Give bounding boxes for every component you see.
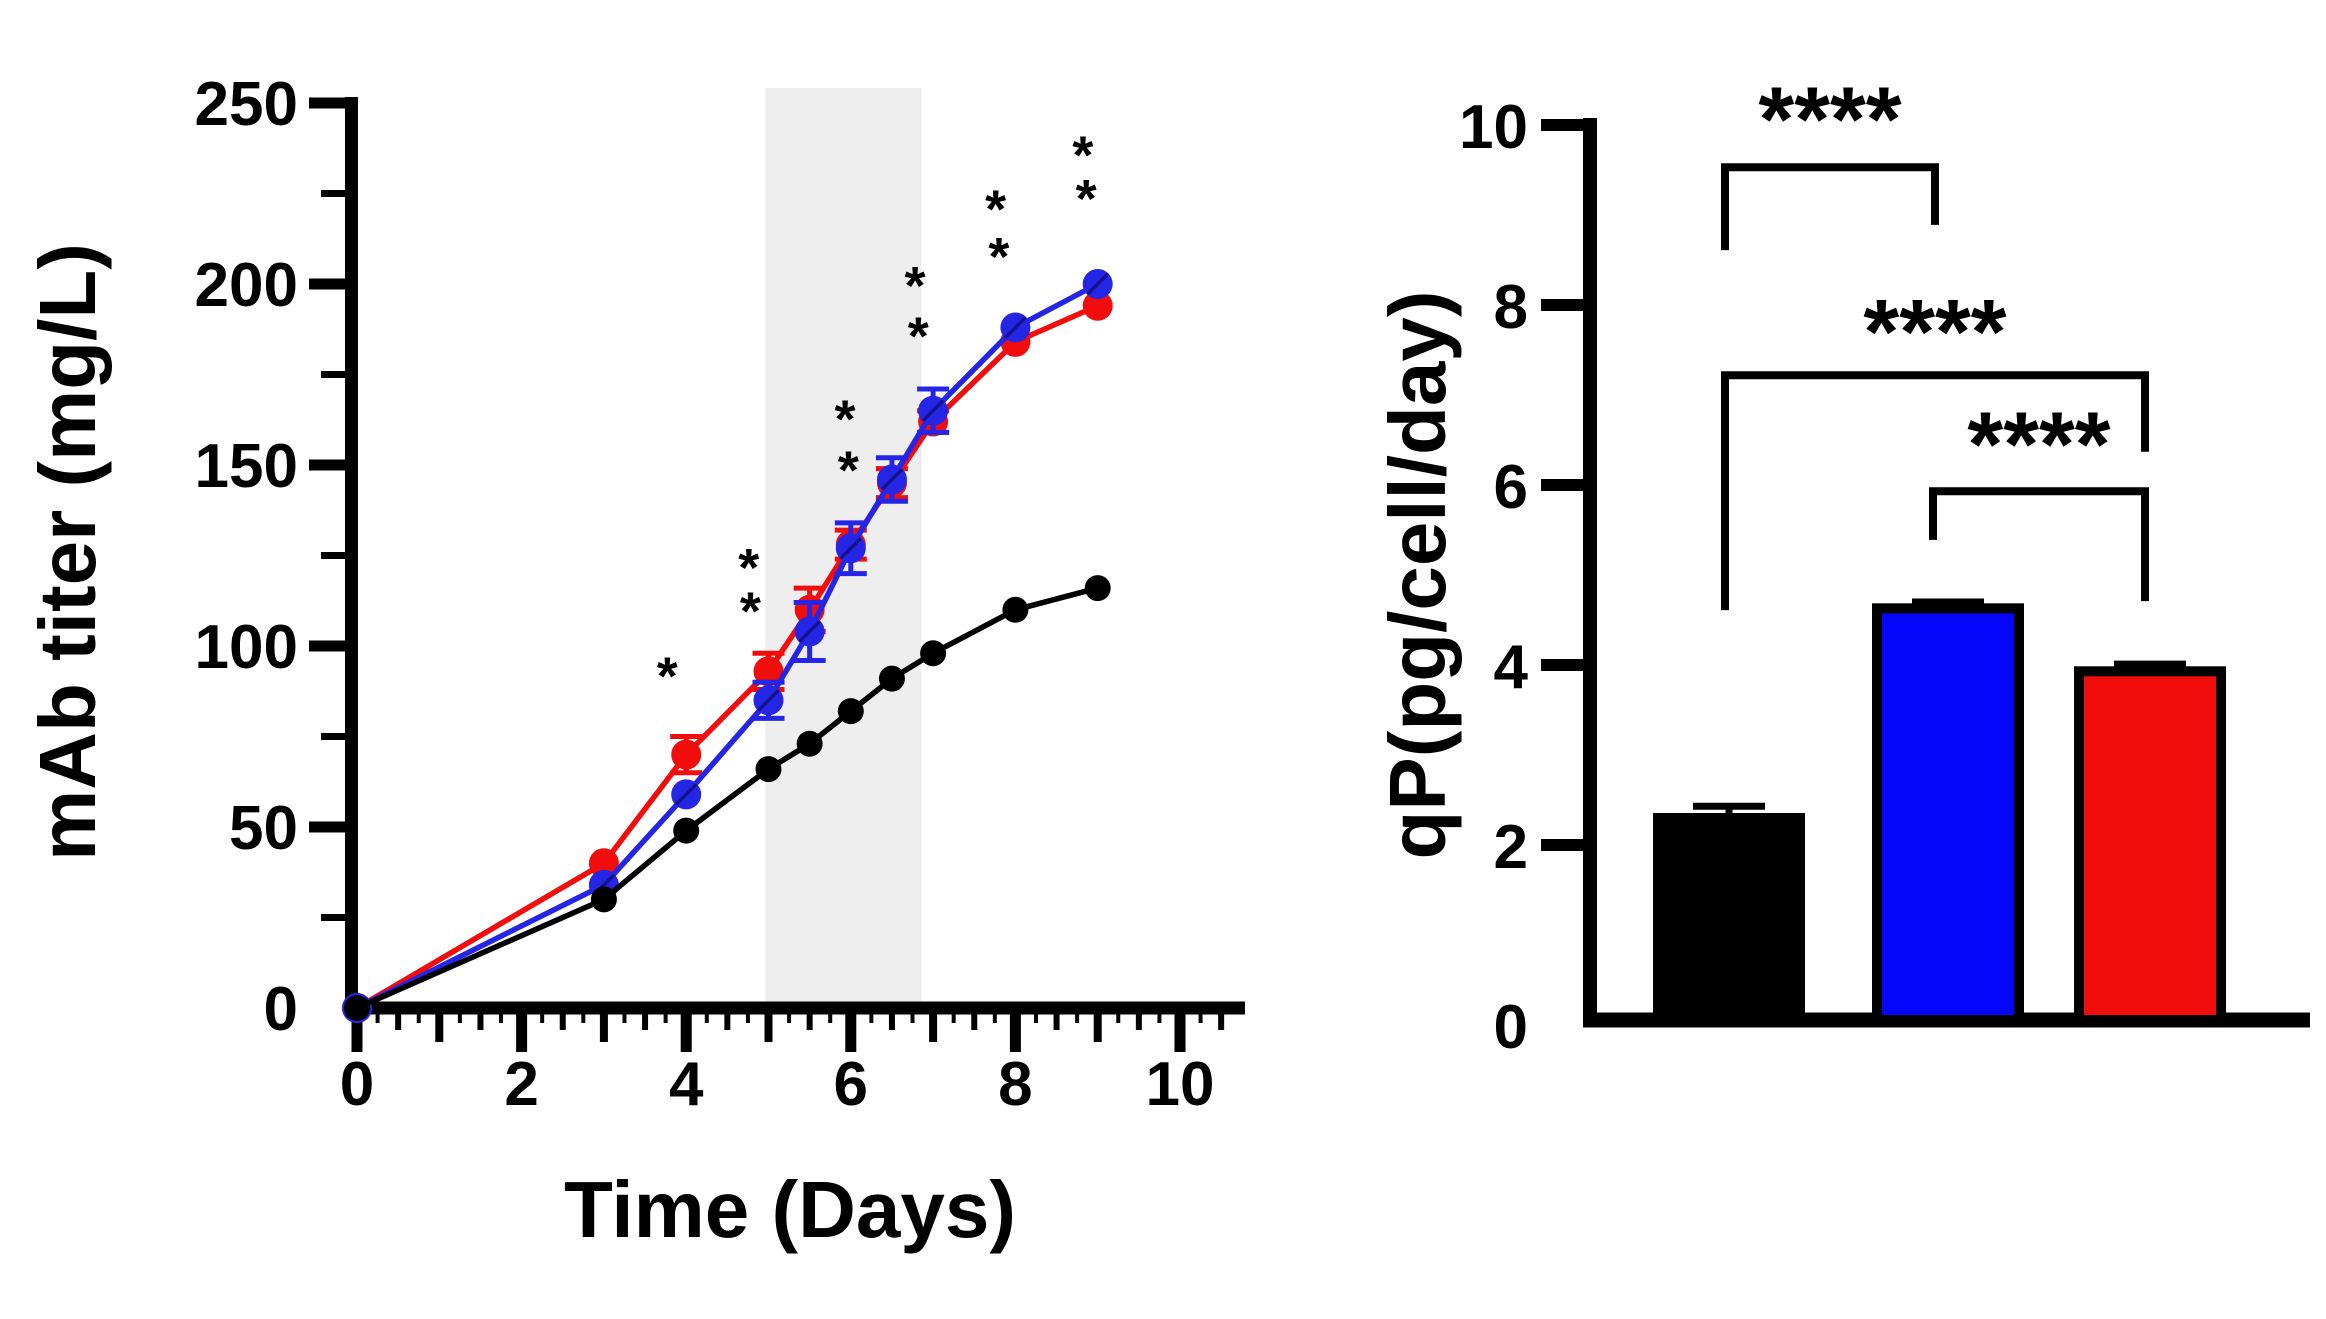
data-point bbox=[920, 640, 947, 667]
data-point bbox=[1002, 596, 1029, 623]
marker-slash bbox=[675, 783, 697, 806]
significance-bracket: **** bbox=[1721, 282, 2149, 611]
y-tick-label: 200 bbox=[195, 251, 298, 320]
significance-asterisk: * bbox=[908, 306, 929, 366]
y-tick-label: 100 bbox=[195, 613, 298, 682]
bar bbox=[1872, 603, 2024, 1025]
data-point bbox=[755, 756, 782, 783]
y-tick-label: 150 bbox=[195, 432, 298, 501]
significance-asterisk: * bbox=[835, 390, 856, 450]
significance-asterisk: * bbox=[657, 647, 678, 707]
significance-asterisk: * bbox=[1072, 125, 1093, 185]
significance-asterisks: **** bbox=[1758, 69, 1901, 171]
x-tick-label: 10 bbox=[1146, 1050, 1215, 1119]
bar bbox=[1653, 813, 1805, 1025]
y-tick-label: 250 bbox=[195, 70, 298, 139]
y-axis-title: qP(pg/cell/day) bbox=[1373, 291, 1462, 860]
data-point bbox=[1082, 290, 1113, 321]
significance-asterisks: **** bbox=[1967, 394, 2110, 496]
significance-asterisk: * bbox=[1076, 169, 1097, 229]
y-tick-label: 0 bbox=[264, 975, 298, 1044]
data-point bbox=[344, 995, 370, 1021]
series-line bbox=[355, 585, 1099, 1011]
y-tick-label: 50 bbox=[229, 794, 298, 863]
x-tick-label: 2 bbox=[504, 1050, 538, 1119]
significance-asterisk: * bbox=[988, 227, 1009, 287]
x-tick-label: 8 bbox=[998, 1050, 1032, 1119]
significance-asterisk: * bbox=[904, 256, 925, 316]
marker-slash bbox=[922, 399, 944, 422]
significance-asterisk: * bbox=[838, 440, 859, 500]
data-point bbox=[837, 698, 864, 725]
marker-slash bbox=[757, 689, 780, 712]
marker-slash bbox=[840, 537, 862, 560]
marker-slash bbox=[798, 620, 821, 643]
data-point bbox=[796, 730, 823, 757]
y-tick-label: 2 bbox=[1494, 813, 1528, 882]
x-axis-title: Time (Days) bbox=[564, 1165, 1016, 1254]
data-point bbox=[671, 739, 702, 770]
y-tick-label: 0 bbox=[1494, 993, 1528, 1062]
data-point bbox=[1084, 575, 1111, 602]
significance-bracket: **** bbox=[1721, 69, 1939, 251]
series-blue-condition bbox=[342, 269, 1113, 1023]
series-line bbox=[355, 281, 1099, 1011]
bar-red-condition bbox=[2074, 660, 2226, 1025]
marker-slash bbox=[881, 468, 903, 491]
y-tick-label: 8 bbox=[1494, 273, 1528, 342]
significance-asterisk: * bbox=[740, 582, 761, 642]
series-black-control bbox=[344, 575, 1111, 1021]
bar-black-control bbox=[1653, 802, 1805, 1025]
data-point bbox=[878, 665, 905, 692]
significance-asterisk: * bbox=[985, 180, 1006, 240]
significance-asterisk: * bbox=[738, 538, 759, 598]
y-axis-title: mAb titer (mg/L) bbox=[23, 243, 112, 861]
significance-bracket: **** bbox=[1929, 394, 2149, 602]
y-tick-label: 4 bbox=[1494, 633, 1529, 702]
marker-slash bbox=[1004, 316, 1027, 339]
y-tick-label: 6 bbox=[1494, 453, 1528, 522]
series-line bbox=[355, 303, 1099, 1011]
significance-asterisks: **** bbox=[1863, 282, 2006, 384]
bar-blue-condition bbox=[1872, 598, 2024, 1025]
series-red-condition bbox=[342, 290, 1113, 1023]
x-tick-label: 4 bbox=[669, 1050, 704, 1119]
titer-line-chart: 0 50 100 150 200 250 0 2 4 6 8 10 Time (Days) mAb tit… bbox=[23, 70, 1245, 1254]
y-tick-label: 10 bbox=[1459, 93, 1528, 162]
axes: 0 50 100 150 200 250 0 2 4 6 8 10 bbox=[195, 70, 1245, 1119]
data-point bbox=[673, 817, 700, 844]
x-tick-label: 0 bbox=[340, 1050, 374, 1119]
data-point bbox=[590, 886, 617, 913]
marker-slash bbox=[1086, 273, 1109, 295]
bar bbox=[2074, 666, 2226, 1025]
data-point bbox=[588, 848, 619, 879]
significance-asterisks: *********** bbox=[657, 125, 1097, 706]
x-tick-label: 6 bbox=[834, 1050, 868, 1119]
data-point bbox=[753, 656, 784, 687]
